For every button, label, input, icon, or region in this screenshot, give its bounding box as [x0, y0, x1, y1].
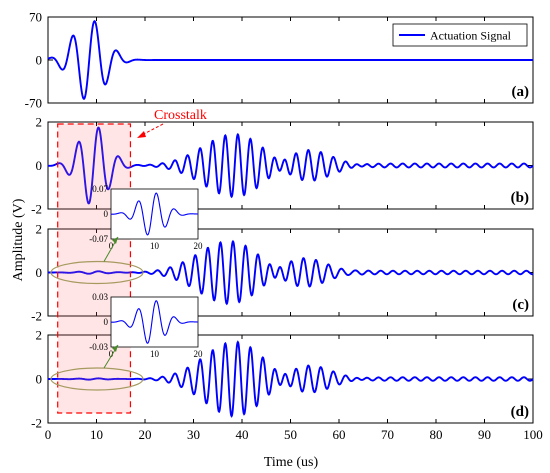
inset-x-tick-label: 20: [194, 349, 204, 359]
panel-label: (d): [511, 404, 529, 420]
legend-entry: Actuation Signal: [430, 29, 512, 43]
x-tick-label: 0: [45, 427, 52, 442]
panel-label: (b): [511, 190, 529, 206]
inset-x-tick-label: 10: [150, 241, 160, 251]
y-tick-label: 2: [36, 222, 43, 237]
series-line: [48, 239, 534, 306]
legend: Actuation Signal: [392, 23, 528, 47]
y-tick-label: 0: [36, 158, 43, 173]
crosstalk-arrow-head: [137, 131, 146, 138]
inset-x-tick-label: 0: [109, 241, 114, 251]
y-tick-label: -2: [31, 416, 42, 431]
x-tick-label: 80: [430, 427, 443, 442]
y-axis-title: Amplitude (V): [11, 198, 26, 281]
inset-y-tick-label: 0: [104, 317, 109, 327]
inset-arrow-head: [112, 237, 118, 244]
inset-line: [110, 192, 199, 236]
x-tick-label: 10: [90, 427, 103, 442]
panel-b: 2 0 -2 (b): [31, 115, 534, 217]
panel-label: (c): [512, 297, 529, 313]
x-tick-label: 90: [478, 427, 491, 442]
y-tick-label: -70: [25, 96, 42, 111]
inset-arrow-head: [112, 345, 118, 352]
y-tick-label: -2: [31, 309, 42, 324]
x-tick-label: 50: [284, 427, 297, 442]
legend-box: [392, 23, 528, 47]
x-tick-label: 40: [236, 427, 249, 442]
overlay: 0.070-0.070 10 200.030-0.030 10 20CrosstalkA…: [50, 23, 528, 391]
y-tick-label: 0: [36, 265, 43, 280]
y-tick-label: 2: [36, 328, 43, 343]
crosstalk-region: [57, 123, 132, 414]
inset-y-tick-label: -0.07: [89, 234, 108, 244]
y-tick-label: 0: [36, 53, 43, 68]
x-axis-title: Time (us): [264, 455, 319, 470]
x-tick-label: 100: [523, 427, 543, 442]
panel-label: (a): [512, 84, 530, 100]
y-tick-label: 2: [36, 115, 43, 130]
x-tick-label: 20: [139, 427, 152, 442]
inset-y-tick-label: 0.03: [92, 292, 108, 302]
series-line: [47, 340, 534, 418]
series-line: [47, 126, 534, 205]
inset-x-tick-label: 10: [150, 349, 160, 359]
panel-d: 20-20 10 20 30 40 50 60 70 80 90 100(d): [31, 328, 543, 443]
crosstalk-ellipse: [50, 367, 144, 391]
inset-x-tick-label: 20: [194, 241, 204, 251]
crosstalk-label: Crosstalk: [154, 108, 207, 123]
x-tick-label: 30: [187, 427, 200, 442]
x-tick-label: 60: [333, 427, 346, 442]
series-line: [47, 20, 533, 100]
panels: 700-70(a)20-2(b)20-2(c)20-20 10 20 30 40 50 60…: [25, 10, 543, 443]
crosstalk-ellipse: [50, 260, 144, 285]
inset-x-tick-label: 0: [109, 349, 114, 359]
panel-c: 20-2(c): [31, 222, 534, 324]
y-tick-label: 70: [29, 10, 42, 25]
inset-y-tick-label: -0.03: [89, 342, 108, 352]
inset-c: 0.070-0.070 10 20: [50, 184, 204, 285]
inset-y-tick-label: 0.07: [92, 184, 108, 194]
panel-a: 70 0 -70 (a): [25, 10, 534, 111]
inset-y-tick-label: 0: [104, 209, 109, 219]
y-tick-label: 0: [36, 372, 43, 387]
y-tick-label: -2: [31, 202, 42, 217]
inset-d: 0.030-0.030 10 20: [50, 292, 204, 391]
inset-line: [110, 300, 199, 344]
x-tick-label: 70: [381, 427, 394, 442]
